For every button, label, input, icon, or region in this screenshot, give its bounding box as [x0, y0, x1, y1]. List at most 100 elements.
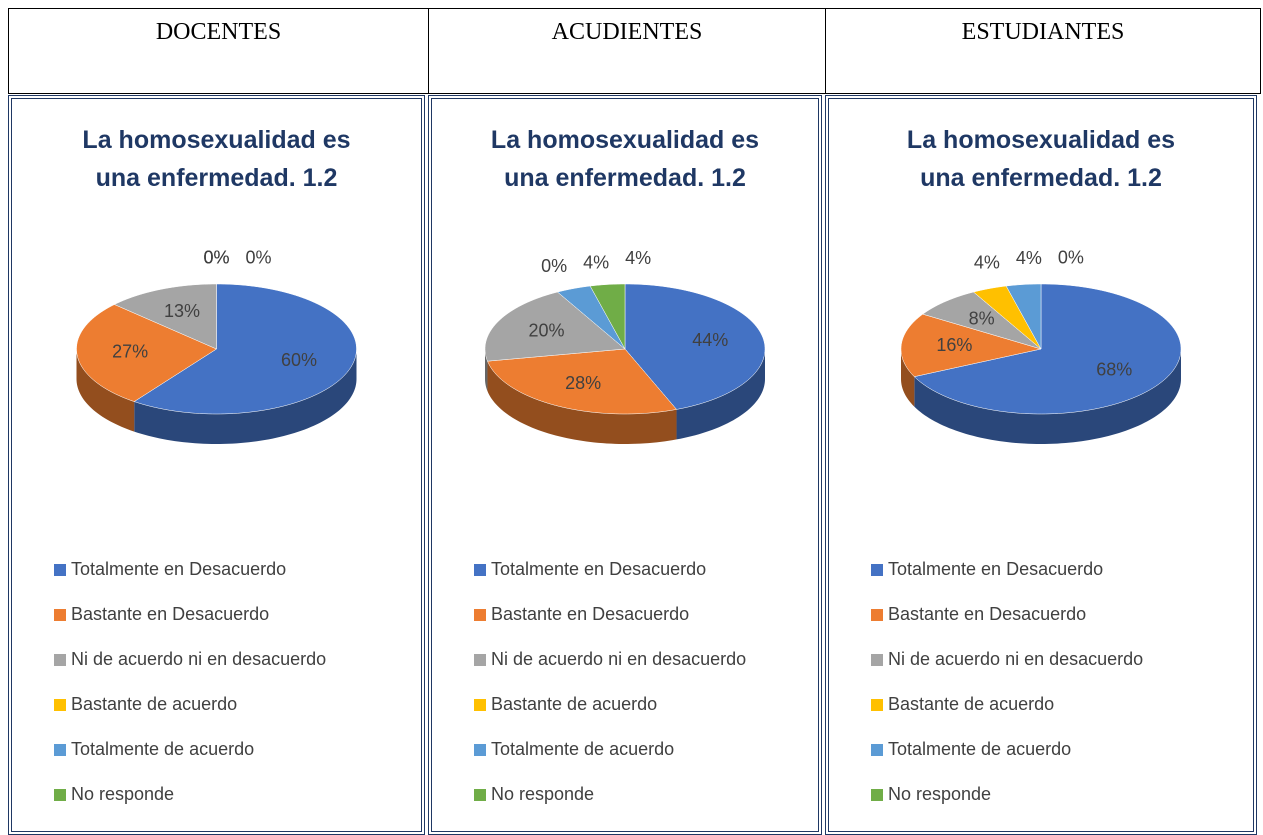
legend-label: Bastante en Desacuerdo: [71, 604, 270, 624]
column-header: ESTUDIANTES: [825, 8, 1261, 94]
data-label: 60%: [281, 350, 317, 370]
pie-slice: [113, 283, 217, 350]
legend-item: Ni de acuerdo ni en desacuerdo: [54, 637, 326, 682]
legend-label: Ni de acuerdo ni en desacuerdo: [71, 649, 327, 669]
legend-swatch: [54, 698, 66, 711]
legend-item: Bastante de acuerdo: [474, 682, 746, 727]
pie-slice: [487, 348, 678, 415]
legend-swatch: [871, 563, 883, 576]
legend-swatch: [54, 743, 66, 756]
pie-side: [76, 349, 135, 432]
legend-item: Bastante de acuerdo: [871, 682, 1143, 727]
legend-item: Totalmente de acuerdo: [474, 727, 746, 772]
legend-item: Totalmente en Desacuerdo: [54, 547, 326, 592]
data-label: 0%: [541, 256, 567, 276]
data-label: 27%: [112, 342, 148, 362]
data-label: 16%: [936, 335, 972, 355]
legend: Totalmente en Desacuerdo Bastante en Desa…: [474, 547, 746, 817]
pie-slice: [133, 283, 357, 415]
data-label: 4%: [583, 252, 609, 272]
data-label: 4%: [1016, 248, 1042, 268]
legend: Totalmente en Desacuerdo Bastante en Desa…: [54, 547, 326, 817]
chart-panel: La homosexualidad es una enfermedad. 1.2…: [428, 95, 822, 835]
data-label: 4%: [974, 252, 1000, 272]
legend-item: No responde: [871, 772, 1143, 817]
data-label: 0%: [203, 248, 229, 268]
legend-label: Bastante de acuerdo: [888, 694, 1055, 714]
legend-swatch: [474, 653, 486, 666]
legend-item: Bastante en Desacuerdo: [871, 592, 1143, 637]
legend-label: Bastante de acuerdo: [71, 694, 238, 714]
data-label: 68%: [1096, 359, 1132, 379]
pie-side: [676, 349, 765, 440]
legend-swatch: [871, 698, 883, 711]
data-label: 20%: [528, 321, 564, 341]
legend-label: Totalmente de acuerdo: [491, 739, 675, 759]
legend: Totalmente en Desacuerdo Bastante en Desa…: [871, 547, 1143, 817]
page: DOCENTES ACUDIENTES ESTUDIANTES La homosexu…: [8, 8, 1261, 835]
data-label: 4%: [625, 248, 651, 268]
legend-item: Bastante en Desacuerdo: [474, 592, 746, 637]
legend-swatch: [871, 788, 883, 801]
legend-item: Bastante en Desacuerdo: [54, 592, 326, 637]
legend-label: Bastante de acuerdo: [491, 694, 658, 714]
legend-swatch: [54, 608, 66, 621]
legend-label: Totalmente en Desacuerdo: [491, 559, 707, 579]
legend-item: Bastante de acuerdo: [54, 682, 326, 727]
chart-title: La homosexualidad es una enfermedad. 1.2: [490, 126, 760, 192]
legend-swatch: [474, 563, 486, 576]
legend-label: No responde: [71, 784, 175, 804]
legend-label: Bastante en Desacuerdo: [491, 604, 690, 624]
pie-slice: [624, 283, 766, 410]
chart-title: La homosexualidad es una enfermedad. 1.2: [906, 126, 1176, 192]
legend-item: Totalmente de acuerdo: [54, 727, 326, 772]
data-label: 8%: [969, 308, 995, 328]
legend-label: Ni de acuerdo ni en desacuerdo: [888, 649, 1144, 669]
legend-swatch: [474, 608, 486, 621]
data-label: 44%: [692, 330, 728, 350]
legend-label: Totalmente en Desacuerdo: [71, 559, 287, 579]
legend-swatch: [474, 743, 486, 756]
chart-panel: La homosexualidad es una enfermedad. 1.2…: [8, 95, 425, 835]
legend-swatch: [54, 563, 66, 576]
pie-slice: [913, 283, 1182, 415]
legend-item: Totalmente en Desacuerdo: [871, 547, 1143, 592]
legend-item: No responde: [54, 772, 326, 817]
legend-label: Totalmente de acuerdo: [71, 739, 255, 759]
legend-label: No responde: [888, 784, 992, 804]
pie-slice: [973, 285, 1042, 350]
column-header: ACUDIENTES: [428, 8, 826, 94]
pie-chart: 60%27%13%0% 0%0%: [76, 248, 357, 444]
chart-panel: La homosexualidad es una enfermedad. 1.2…: [825, 95, 1257, 835]
pie-side: [914, 349, 1181, 444]
pie-slice: [557, 285, 626, 350]
pie-chart: 68% 16% 8% 4% 4% 0%: [900, 248, 1182, 444]
legend-swatch: [871, 743, 883, 756]
legend-label: No responde: [491, 784, 595, 804]
legend-item: Totalmente de acuerdo: [871, 727, 1143, 772]
legend-label: Totalmente de acuerdo: [888, 739, 1072, 759]
pie-side: [485, 349, 488, 392]
legend-swatch: [474, 698, 486, 711]
pie-slice: [900, 313, 1042, 377]
legend-item: Ni de acuerdo ni en desacuerdo: [474, 637, 746, 682]
data-label: 0%: [245, 248, 271, 268]
legend-swatch: [474, 788, 486, 801]
pie-slice: [484, 291, 626, 362]
legend-item: No responde: [474, 772, 746, 817]
data-label: 13%: [164, 301, 200, 321]
chart-title: La homosexualidad es una enfermedad. 1.2: [82, 126, 351, 192]
data-label: 0%: [203, 248, 229, 268]
data-label: 28%: [565, 373, 601, 393]
pie-side: [487, 361, 677, 444]
legend-label: Totalmente en Desacuerdo: [888, 559, 1104, 579]
data-label: 0%: [1058, 248, 1084, 268]
legend-swatch: [871, 653, 883, 666]
legend-label: Bastante en Desacuerdo: [888, 604, 1087, 624]
pie-slice: [589, 283, 626, 350]
legend-swatch: [871, 608, 883, 621]
column-header: DOCENTES: [8, 8, 429, 94]
legend-swatch: [54, 653, 66, 666]
legend-item: Ni de acuerdo ni en desacuerdo: [871, 637, 1143, 682]
legend-swatch: [54, 788, 66, 801]
